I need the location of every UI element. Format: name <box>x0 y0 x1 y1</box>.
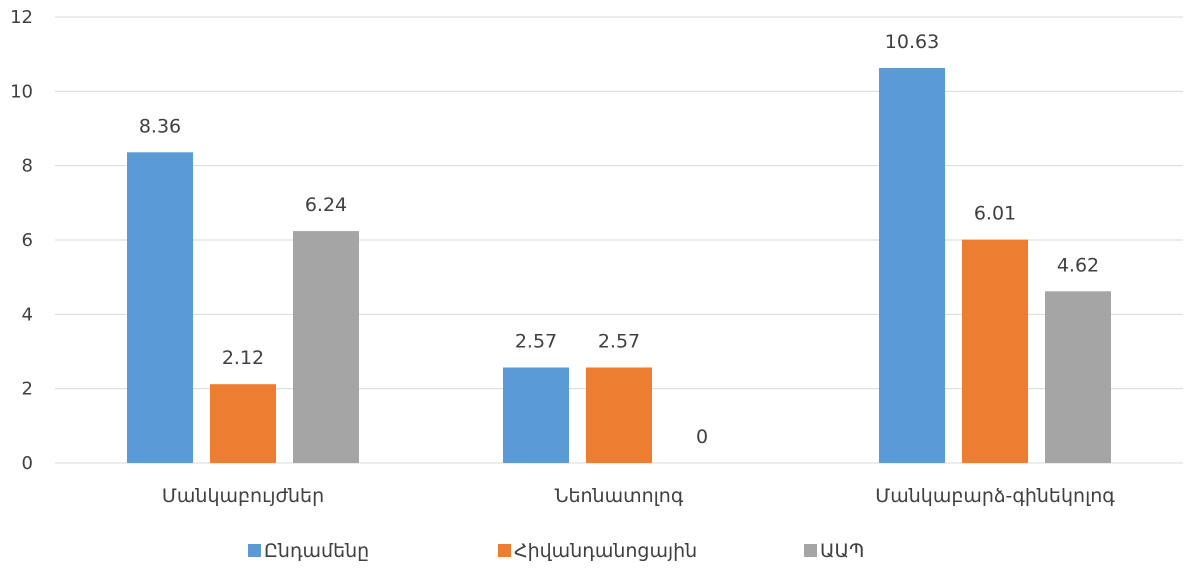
data-label: 2.57 <box>515 330 557 352</box>
category-label: Նեոնատոլոգ <box>555 485 684 507</box>
bar <box>586 367 652 463</box>
bar <box>1045 291 1111 463</box>
legend-item: ԱԱՊ <box>804 540 864 562</box>
y-tick-label: 6 <box>22 230 33 251</box>
data-label: 2.57 <box>598 330 640 352</box>
legend-label: Հիվանդանոցային <box>514 540 697 562</box>
bars <box>127 67 1111 463</box>
category-label: Մանկաբարձ-գինեկոլոգ <box>875 485 1115 507</box>
y-tick-label: 0 <box>22 453 33 474</box>
legend-item: Ընդամենը <box>248 540 369 562</box>
legend-item: Հիվանդանոցային <box>498 540 697 562</box>
data-label: 2.12 <box>222 347 264 369</box>
y-tick-label: 8 <box>22 156 33 177</box>
legend: Ընդամենը Հիվանդանոցային ԱԱՊ <box>248 540 864 562</box>
data-label: 6.01 <box>974 203 1016 225</box>
legend-swatch <box>248 544 261 557</box>
y-tick-label: 10 <box>10 81 33 102</box>
data-label: 0 <box>696 426 708 448</box>
legend-label: ԱԱՊ <box>820 540 864 562</box>
bar <box>962 239 1028 463</box>
category-labels: Մանկաբույժներ Նեոնատոլոգ Մանկաբարձ-գինեկոլ… <box>162 485 1115 507</box>
data-label: 6.24 <box>305 194 347 216</box>
legend-swatch <box>804 544 817 557</box>
bar <box>210 384 276 463</box>
legend-swatch <box>498 544 511 557</box>
data-label: 10.63 <box>885 31 939 53</box>
bar <box>293 231 359 463</box>
y-axis-ticks: 0 2 4 6 8 10 12 <box>10 7 33 474</box>
bar <box>503 367 569 463</box>
y-tick-label: 2 <box>22 379 33 400</box>
y-tick-label: 4 <box>22 304 33 325</box>
data-label: 8.36 <box>139 115 181 137</box>
y-tick-label: 12 <box>10 7 33 28</box>
data-label: 4.62 <box>1057 254 1099 276</box>
legend-label: Ընդամենը <box>264 540 369 562</box>
data-labels: 8.36 2.12 6.24 2.57 2.57 0 10.63 6.01 4.62 <box>139 31 1099 448</box>
category-label: Մանկաբույժներ <box>162 485 324 507</box>
bar <box>879 67 945 463</box>
bar <box>127 152 193 463</box>
